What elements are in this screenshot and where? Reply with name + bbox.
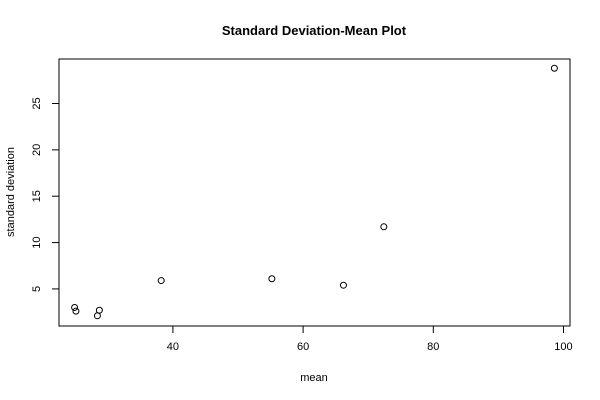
x-tick-label: 40: [167, 341, 179, 353]
data-point: [72, 307, 80, 315]
y-tick-label: 20: [31, 144, 43, 156]
x-tick-label: 100: [554, 341, 572, 353]
data-point: [157, 277, 165, 285]
x-tick-label: 80: [427, 341, 439, 353]
y-axis-label: standard deviation: [5, 147, 17, 237]
data-point: [71, 303, 79, 311]
plot-frame: [58, 58, 571, 327]
data-points: [71, 64, 558, 320]
y-axis: 5 10 15 20 25: [31, 97, 59, 292]
y-tick-label: 15: [31, 190, 43, 202]
data-point: [268, 275, 276, 283]
data-point: [380, 223, 388, 231]
y-tick-label: 10: [31, 236, 43, 248]
data-point: [550, 64, 558, 72]
y-tick-label: 5: [31, 286, 43, 292]
data-point: [95, 306, 103, 314]
y-tick-label: 25: [31, 97, 43, 109]
data-point: [339, 281, 347, 289]
chart-title: Standard Deviation-Mean Plot: [222, 23, 407, 38]
x-tick-label: 60: [297, 341, 309, 353]
x-axis: 40 60 80 100: [167, 326, 573, 353]
x-axis-label: mean: [300, 372, 328, 384]
